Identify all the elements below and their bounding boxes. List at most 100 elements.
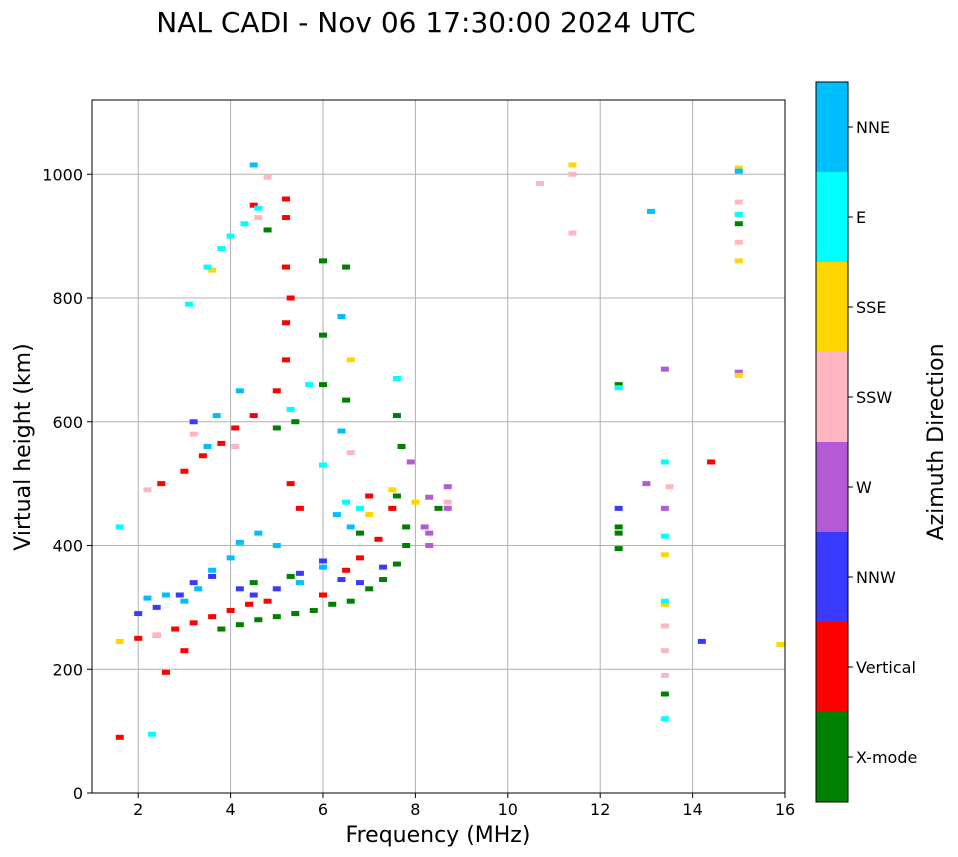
plot-frame [91, 99, 786, 794]
x-axis-label: Frequency (MHz) [346, 823, 531, 848]
data-point [379, 564, 388, 570]
y-axis-ticks: 0 200 400 600 800 1000 [42, 165, 92, 803]
y-tick-label: 600 [52, 413, 83, 432]
data-point [272, 388, 281, 394]
colorbar-segment [816, 352, 848, 442]
data-point [208, 567, 217, 573]
data-point [734, 211, 743, 217]
data-point [665, 484, 674, 490]
data-point [660, 459, 669, 465]
colorbar-tick-label: W [856, 478, 872, 497]
data-point [734, 372, 743, 378]
data-point [319, 382, 327, 388]
colorbar-segment [816, 262, 848, 352]
series-nne [143, 162, 743, 604]
data-point [734, 168, 743, 174]
data-point [660, 648, 669, 654]
data-point [568, 171, 577, 177]
data-point [157, 481, 166, 487]
data-point [660, 552, 669, 558]
series-e [115, 205, 743, 737]
data-point [425, 530, 434, 536]
data-point [272, 543, 281, 548]
data-point [263, 227, 272, 233]
data-point [734, 221, 743, 227]
plot-background [92, 100, 785, 793]
data-marks [115, 162, 785, 740]
data-point [388, 487, 397, 493]
y-tick-label: 800 [52, 289, 83, 308]
x-tick-label: 8 [410, 800, 420, 819]
data-point [337, 428, 346, 434]
colorbar-segment [816, 82, 848, 172]
data-point [240, 221, 249, 227]
data-point [647, 208, 656, 214]
data-point [614, 505, 623, 511]
data-point [226, 607, 235, 613]
data-point [568, 162, 577, 168]
y-tick-label: 1000 [42, 165, 83, 184]
data-point [305, 382, 314, 388]
plot-area: 2 4 6 8 10 12 14 16 0 200 400 600 800 1000 [42, 99, 795, 819]
data-point [402, 543, 411, 548]
data-point [420, 524, 429, 530]
colorbar-tick-label: SSW [856, 388, 892, 407]
data-point [134, 611, 143, 617]
data-point [443, 505, 452, 511]
data-point [245, 601, 254, 607]
data-point [249, 580, 258, 586]
data-point [249, 413, 258, 419]
data-point [263, 174, 272, 180]
data-point [282, 264, 291, 270]
data-point [346, 598, 355, 604]
data-point [443, 484, 452, 490]
data-point [697, 638, 706, 644]
y-tick-label: 400 [52, 537, 83, 556]
data-point [536, 181, 545, 187]
data-point [434, 505, 443, 511]
data-point [365, 493, 374, 499]
data-point [734, 258, 743, 264]
data-point [319, 258, 327, 264]
series-w [406, 366, 743, 548]
data-point [660, 716, 669, 722]
data-point [161, 592, 170, 598]
x-tick-label: 14 [682, 800, 702, 819]
y-tick-label: 200 [52, 660, 83, 679]
data-point [286, 573, 295, 579]
data-point [425, 494, 434, 500]
colorbar: X-mode Vertical NNW W SSW SSE E NNE [815, 81, 917, 803]
colorbar-tick-label: SSE [856, 298, 886, 317]
data-point [254, 617, 263, 623]
data-point [355, 505, 364, 511]
x-axis-ticks: 2 4 6 8 10 12 14 16 [133, 793, 795, 819]
data-point [143, 487, 152, 493]
data-point [249, 202, 258, 208]
data-point [235, 388, 244, 394]
data-point [115, 524, 124, 530]
data-point [707, 459, 716, 465]
data-point [115, 734, 124, 740]
data-point [660, 533, 669, 539]
data-point [291, 611, 300, 617]
data-point [175, 592, 184, 598]
data-point [286, 481, 295, 487]
data-point [776, 642, 785, 647]
data-point [342, 264, 351, 270]
data-point [235, 622, 244, 628]
data-point [734, 165, 743, 171]
series-x-mode [217, 221, 743, 697]
colorbar-frame [815, 81, 849, 803]
data-point [217, 440, 226, 446]
data-point [217, 246, 226, 251]
data-point [392, 561, 401, 567]
data-point [337, 577, 346, 583]
data-point [332, 512, 341, 518]
data-point [189, 431, 198, 437]
data-point [319, 558, 327, 564]
data-point [231, 425, 240, 431]
data-point [254, 530, 263, 536]
data-point [319, 332, 327, 338]
